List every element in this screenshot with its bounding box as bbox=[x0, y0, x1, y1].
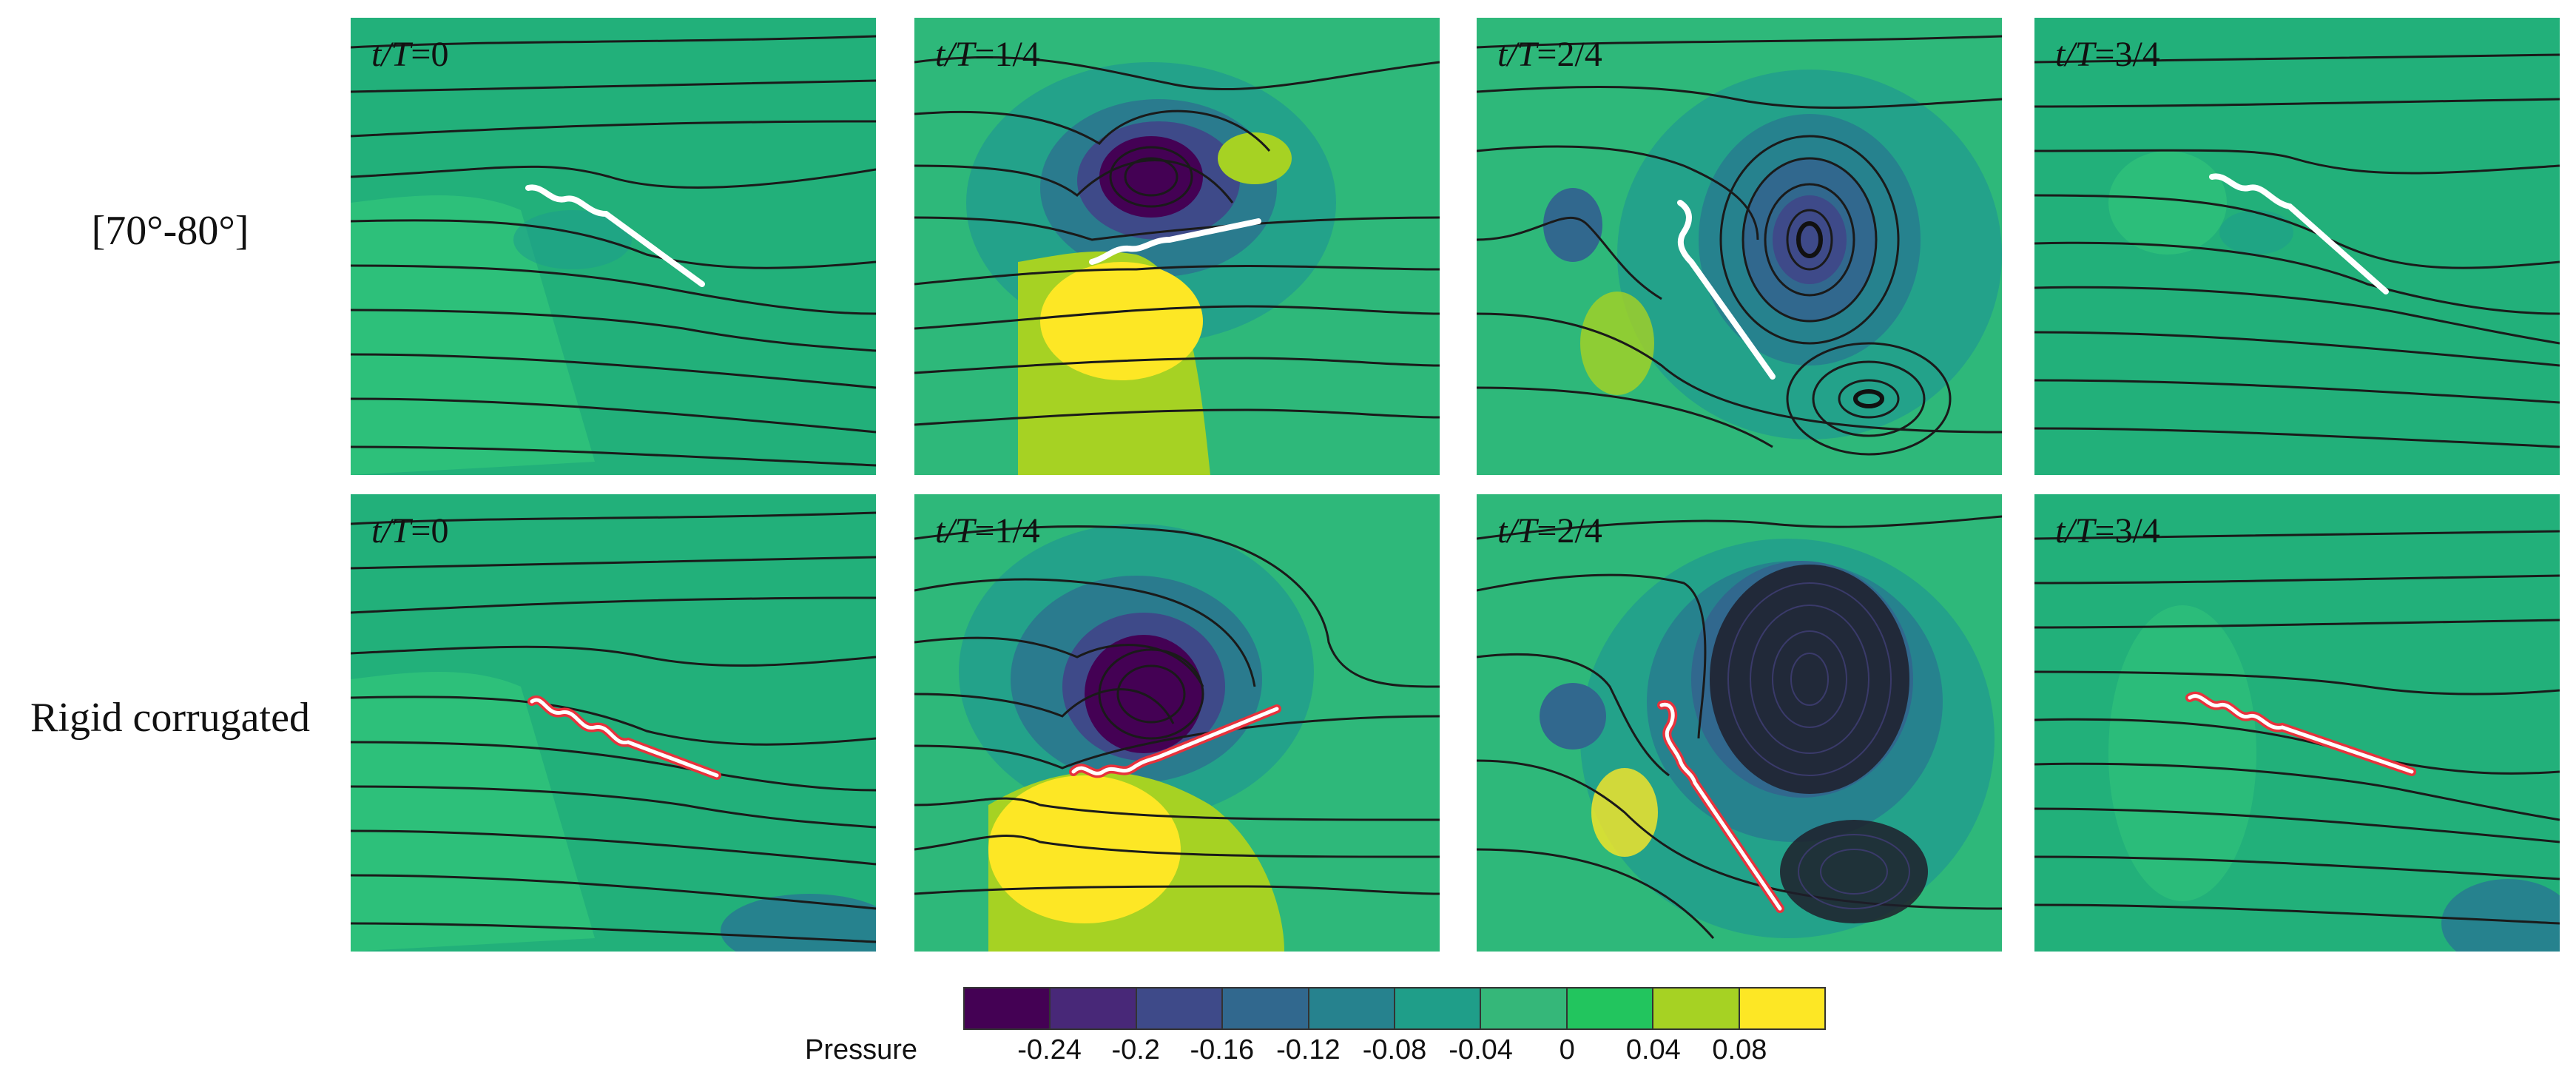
colorbar-segment bbox=[1309, 989, 1396, 1028]
colorbar-segment bbox=[965, 989, 1051, 1028]
colorbar-segment bbox=[1223, 989, 1309, 1028]
colorbar-tick-label: -0.16 bbox=[1190, 1034, 1255, 1065]
colorbar-segment bbox=[1395, 989, 1482, 1028]
panel-row1-t2-4: t/T=2/4 bbox=[1477, 18, 2002, 475]
row-label-rigid-corrugated: Rigid corrugated bbox=[30, 695, 310, 741]
colorbar-title: Pressure bbox=[805, 1034, 918, 1065]
colorbar-segment bbox=[1653, 989, 1740, 1028]
flow-field-row1-t0 bbox=[351, 18, 876, 475]
flow-field-row1-t2-4 bbox=[1477, 18, 2002, 475]
panel-row2-t3-4: t/T=3/4 bbox=[2034, 494, 2560, 952]
flow-field-row2-t1-4 bbox=[914, 494, 1440, 952]
row-label-70-80: [70°-80°] bbox=[91, 208, 249, 254]
colorbar-tick-label: -0.12 bbox=[1276, 1034, 1341, 1065]
panel-row1-t1-4: t/T=1/4 bbox=[914, 18, 1440, 475]
colorbar-tick-label: -0.2 bbox=[1111, 1034, 1160, 1065]
panel-row1-t0: t/T=0 bbox=[351, 18, 876, 475]
panel-row2-t1-4: t/T=1/4 bbox=[914, 494, 1440, 952]
flow-field-row1-t1-4 bbox=[914, 18, 1440, 475]
panel-row2-t2-4: t/T=2/4 bbox=[1477, 494, 2002, 952]
colorbar-segment bbox=[1136, 989, 1224, 1028]
colorbar-tick-label: -0.08 bbox=[1362, 1034, 1427, 1065]
flow-field-row2-t3-4 bbox=[2034, 494, 2560, 952]
colorbar-tick-label: -0.04 bbox=[1449, 1034, 1513, 1065]
colorbar-tick-label: -0.24 bbox=[1017, 1034, 1082, 1065]
colorbar-tick-label: 0.04 bbox=[1625, 1034, 1681, 1065]
colorbar-segment bbox=[1567, 989, 1654, 1028]
flow-field-row1-t3-4 bbox=[2034, 18, 2560, 475]
colorbar-segment bbox=[1739, 989, 1825, 1028]
colorbar-segment bbox=[1481, 989, 1568, 1028]
flow-field-row2-t2-4 bbox=[1477, 494, 2002, 952]
colorbar-tick-label: 0.08 bbox=[1712, 1034, 1767, 1065]
colorbar-tick-label: 0 bbox=[1559, 1034, 1575, 1065]
panel-row1-t3-4: t/T=3/4 bbox=[2034, 18, 2560, 475]
pressure-colorbar bbox=[963, 987, 1826, 1030]
colorbar-segment bbox=[1051, 989, 1137, 1028]
panel-row2-t0: t/T=0 bbox=[351, 494, 876, 952]
flow-field-row2-t0 bbox=[351, 494, 876, 952]
